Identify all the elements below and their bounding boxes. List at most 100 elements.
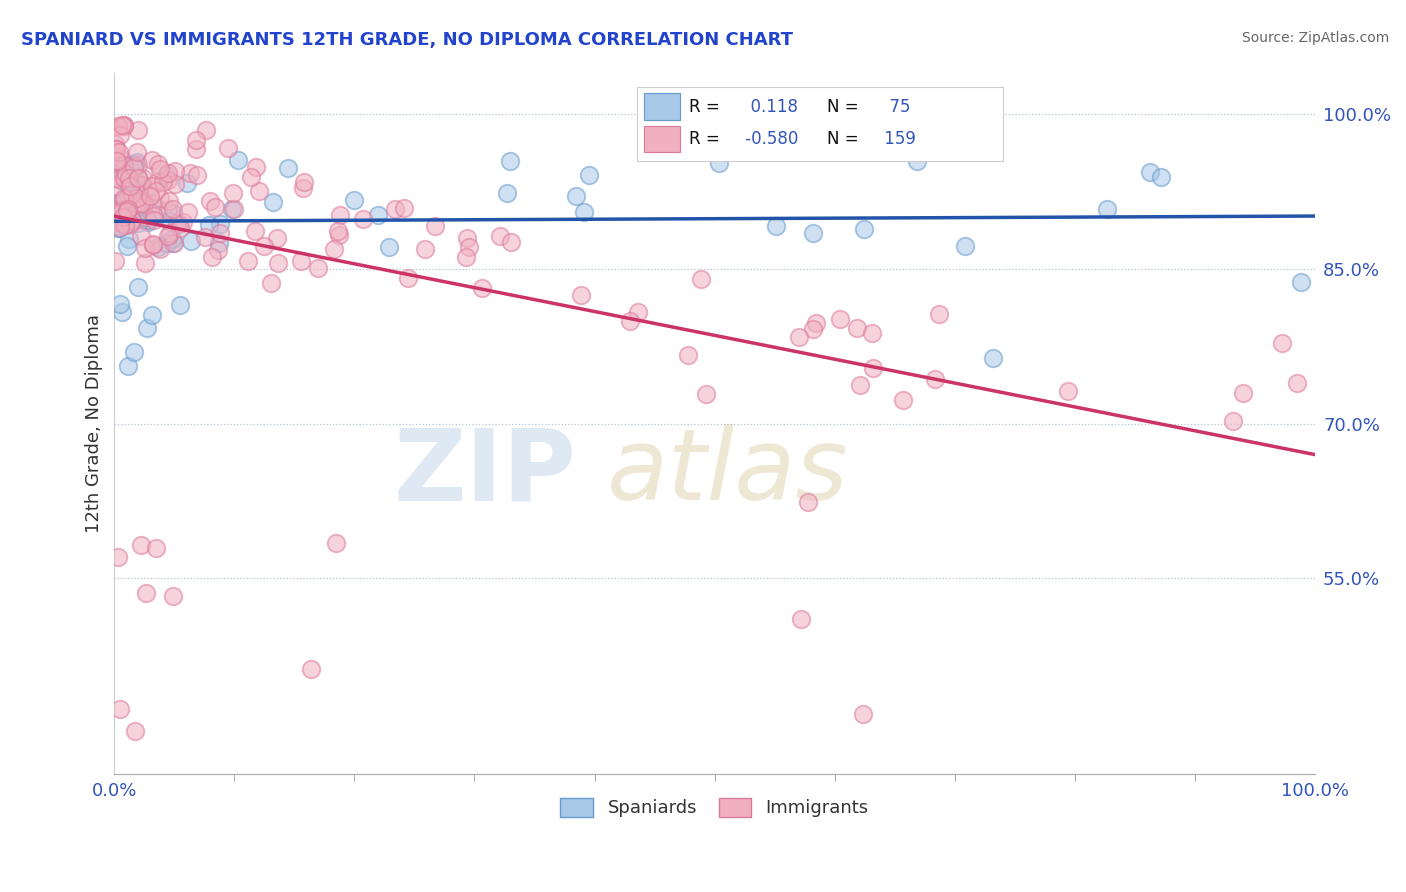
Point — [152, 175, 174, 189]
Point — [115, 167, 138, 181]
Point — [128, 199, 150, 213]
Point — [830, 311, 852, 326]
Point — [292, 175, 315, 189]
Point — [115, 204, 138, 219]
Point — [118, 232, 141, 246]
Point — [163, 164, 186, 178]
Point — [157, 173, 180, 187]
Point — [1289, 275, 1312, 289]
Point — [138, 188, 160, 202]
Text: -0.580: -0.580 — [740, 130, 799, 148]
Point — [180, 234, 202, 248]
Point — [765, 219, 787, 234]
Point — [328, 228, 350, 243]
Point — [111, 193, 134, 207]
Point — [112, 217, 135, 231]
Point — [1150, 169, 1173, 184]
Point — [118, 179, 141, 194]
Point — [105, 161, 128, 175]
Point — [121, 213, 143, 227]
Point — [495, 186, 517, 200]
Point — [307, 261, 329, 276]
Point — [132, 197, 155, 211]
Text: 0.118: 0.118 — [740, 97, 797, 116]
Point — [162, 235, 184, 250]
Point — [127, 215, 149, 229]
Point — [121, 187, 143, 202]
Point — [627, 304, 650, 318]
Point — [104, 142, 127, 156]
Point — [852, 222, 875, 236]
Point — [122, 345, 145, 359]
Point — [184, 133, 207, 147]
Point — [110, 152, 132, 166]
Point — [707, 156, 730, 170]
Point — [172, 215, 194, 229]
Point — [120, 196, 142, 211]
Point — [114, 193, 136, 207]
Point — [852, 707, 875, 722]
Point — [801, 322, 824, 336]
Point — [1056, 384, 1078, 399]
Point — [107, 153, 129, 168]
Point — [905, 153, 928, 168]
Point — [169, 298, 191, 312]
Point — [953, 239, 976, 253]
Point — [125, 176, 148, 190]
Point — [695, 387, 717, 401]
Point — [145, 184, 167, 198]
Point — [156, 236, 179, 251]
Point — [159, 226, 181, 240]
Point — [326, 225, 349, 239]
Point — [129, 538, 152, 552]
Point — [891, 393, 914, 408]
Point — [134, 256, 156, 270]
Point — [179, 166, 201, 180]
Point — [678, 348, 700, 362]
Point — [122, 157, 145, 171]
Point — [110, 297, 132, 311]
Text: 75: 75 — [879, 97, 911, 116]
Point — [107, 120, 129, 134]
Point — [121, 158, 143, 172]
Point — [262, 194, 284, 209]
Point — [105, 157, 128, 171]
Point — [136, 213, 159, 227]
Point — [217, 141, 239, 155]
Point — [803, 227, 825, 241]
Point — [572, 205, 595, 219]
Point — [112, 118, 135, 132]
Point — [121, 213, 143, 227]
Point — [1222, 414, 1244, 428]
Point — [117, 359, 139, 373]
Point — [129, 189, 152, 203]
Point — [141, 153, 163, 167]
Point — [125, 197, 148, 211]
FancyBboxPatch shape — [644, 94, 679, 120]
Point — [208, 226, 231, 240]
Point — [198, 219, 221, 233]
Text: SPANIARD VS IMMIGRANTS 12TH GRADE, NO DIPLOMA CORRELATION CHART: SPANIARD VS IMMIGRANTS 12TH GRADE, NO DI… — [21, 31, 793, 49]
Point — [127, 171, 149, 186]
Point — [176, 176, 198, 190]
Point — [849, 378, 872, 392]
Point — [128, 185, 150, 199]
Point — [110, 216, 132, 230]
Point — [118, 193, 141, 207]
Point — [790, 612, 813, 626]
Text: ZIP: ZIP — [394, 424, 576, 521]
Point — [243, 224, 266, 238]
Point — [253, 239, 276, 253]
Point — [104, 136, 127, 151]
Point — [125, 191, 148, 205]
Point — [117, 188, 139, 202]
Point — [160, 232, 183, 246]
Point — [394, 201, 416, 215]
Point — [501, 235, 523, 250]
Point — [141, 178, 163, 193]
Text: R =: R = — [689, 97, 720, 116]
Point — [134, 241, 156, 255]
Point — [112, 158, 135, 172]
Point — [142, 238, 165, 252]
Point — [127, 203, 149, 218]
